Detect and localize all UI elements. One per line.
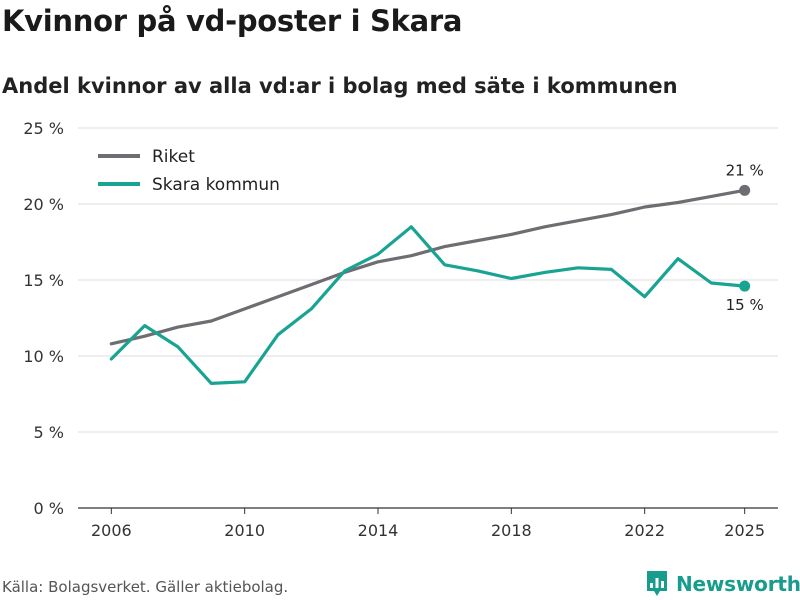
end-value-label: 21 % (726, 161, 764, 179)
y-axis-ticks: 0 % 5 % 10 % 15 % 20 % 25 % (23, 119, 64, 518)
x-tick-label: 2022 (624, 521, 665, 540)
chart-subtitle: Andel kvinnor av alla vd:ar i bolag med … (2, 74, 678, 98)
x-tick-label: 2025 (724, 521, 765, 540)
series-lines: 21 % 15 % (109, 161, 764, 385)
series-line-1 (109, 225, 747, 385)
x-tick-label: 2014 (358, 521, 399, 540)
legend-label: Riket (152, 147, 195, 167)
y-tick-label: 20 % (23, 195, 64, 214)
brand-logo: Newsworthy (646, 570, 800, 597)
series-line-0 (109, 188, 747, 346)
legend-label: Skara kommun (152, 175, 280, 195)
end-point-marker (739, 184, 751, 196)
legend: Riket Skara kommun (98, 147, 280, 195)
x-tick-label: 2006 (91, 521, 132, 540)
chart-title: Kvinnor på vd-poster i Skara (2, 4, 463, 38)
end-value-label: 15 % (726, 296, 764, 314)
y-tick-label: 10 % (23, 347, 64, 366)
x-tick-label: 2010 (224, 521, 265, 540)
y-tick-label: 0 % (34, 499, 64, 518)
y-tick-label: 15 % (23, 271, 64, 290)
x-axis-ticks: 2006 2010 2014 2018 2022 2025 (91, 508, 765, 540)
y-tick-label: 25 % (23, 119, 64, 138)
y-tick-label: 5 % (34, 423, 64, 442)
source-note: Källa: Bolagsverket. Gäller aktiebolag. (2, 578, 289, 596)
brand-name: Newsworthy (676, 571, 800, 596)
x-tick-label: 2018 (491, 521, 532, 540)
end-point-marker (739, 280, 751, 292)
bar-chart-icon (647, 571, 667, 596)
